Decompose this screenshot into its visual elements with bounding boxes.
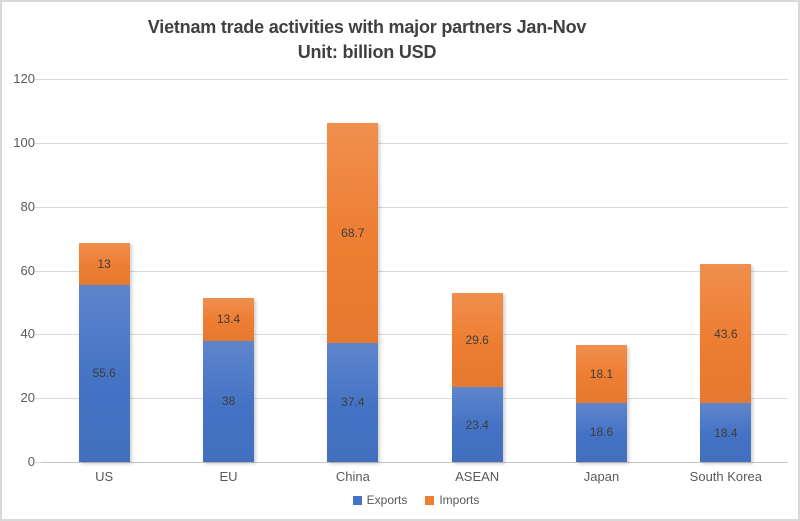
y-tick-mark-20 xyxy=(35,398,42,400)
plot-area: 55.6 13 38 13.4 37.4 68.7 23.4 29.6 18.6 18.1 18.4… xyxy=(42,79,788,463)
y-tick-mark-40 xyxy=(35,334,42,336)
y-tick-mark-80 xyxy=(35,206,42,208)
bar-segment-imports-china: 68.7 xyxy=(327,123,379,343)
legend-item-imports: Imports xyxy=(425,493,479,507)
bar-segment-exports-china: 37.4 xyxy=(327,342,379,462)
legend-label-exports: Exports xyxy=(366,493,408,507)
bar-south-korea: 18.4 43.6 xyxy=(700,264,752,462)
gridline-40 xyxy=(42,334,788,336)
y-tick-label-60: 60 xyxy=(20,262,35,278)
bar-value-label-imports-asean: 29.6 xyxy=(465,333,489,348)
y-tick-label-120: 120 xyxy=(13,71,35,86)
legend-swatch-imports xyxy=(425,495,435,505)
bar-segment-exports-japan: 18.6 xyxy=(576,402,627,462)
legend: Exports Imports xyxy=(16,493,798,507)
x-axis-label-asean: ASEAN xyxy=(455,469,500,484)
y-tick-label-20: 20 xyxy=(20,390,35,406)
gridline-20 xyxy=(42,398,788,400)
bar-value-label-exports-asean: 23.4 xyxy=(465,417,489,432)
bar-segment-imports-asean: 29.6 xyxy=(451,292,503,388)
bar-value-label-imports-china: 68.7 xyxy=(341,226,365,240)
y-tick-label-40: 40 xyxy=(20,326,35,342)
bar-value-label-exports-us: 55.6 xyxy=(92,366,116,381)
y-tick-label-80: 80 xyxy=(20,198,35,214)
bar-value-label-imports-south-korea: 43.6 xyxy=(714,326,738,341)
bar-value-label-imports-eu: 13.4 xyxy=(216,312,241,327)
gridline-120 xyxy=(42,79,788,80)
chart-title: Vietnam trade activities with major part… xyxy=(2,15,732,65)
bar-value-label-imports-japan: 18.1 xyxy=(589,366,614,381)
bar-segment-exports-eu: 38 xyxy=(203,340,254,462)
gridline-80 xyxy=(42,206,788,208)
gridline-60 xyxy=(42,270,788,272)
bar-segment-exports-south-korea: 18.4 xyxy=(700,403,752,462)
chart-title-line2: Unit: billion USD xyxy=(297,42,437,62)
chart-title-line1: Vietnam trade activities with major part… xyxy=(147,17,587,37)
x-axis-label-south-korea: South Korea xyxy=(689,469,762,484)
bar-segment-exports-asean: 23.4 xyxy=(451,387,503,462)
bar-china: 37.4 68.7 xyxy=(327,123,379,462)
y-tick-mark-120 xyxy=(35,79,42,80)
bar-segment-imports-japan: 18.1 xyxy=(576,344,627,403)
bar-segment-exports-us: 55.6 xyxy=(78,284,130,462)
x-axis-line xyxy=(42,462,788,463)
bar-japan: 18.6 18.1 xyxy=(576,344,627,462)
bar-segment-imports-eu: 13.4 xyxy=(203,297,254,341)
y-tick-mark-60 xyxy=(35,270,42,272)
bar-segment-imports-us: 13 xyxy=(78,243,130,285)
legend-swatch-exports xyxy=(352,495,362,505)
y-tick-mark-100 xyxy=(35,142,42,144)
gridline-100 xyxy=(42,142,788,144)
y-tick-label-100: 100 xyxy=(13,134,35,150)
bar-asean: 23.4 29.6 xyxy=(451,292,503,462)
x-axis-label-china: China xyxy=(335,469,370,484)
bar-eu: 38 13.4 xyxy=(203,297,254,462)
x-axis-label-eu: EU xyxy=(219,469,238,484)
y-tick-label-0: 0 xyxy=(27,454,35,469)
bar-segment-imports-south-korea: 43.6 xyxy=(700,264,752,404)
bar-us: 55.6 13 xyxy=(78,243,130,462)
bar-value-label-exports-eu: 38 xyxy=(221,394,236,409)
bar-value-label-imports-us: 13 xyxy=(97,256,111,271)
x-axis-label-japan: Japan xyxy=(583,469,620,484)
legend-item-exports: Exports xyxy=(352,493,408,507)
legend-label-imports: Imports xyxy=(439,493,480,507)
bar-value-label-exports-china: 37.4 xyxy=(341,395,365,410)
y-tick-mark-0 xyxy=(35,462,42,463)
bar-value-label-exports-japan: 18.6 xyxy=(589,425,614,440)
bar-value-label-exports-south-korea: 18.4 xyxy=(714,425,738,440)
x-axis-label-us: US xyxy=(95,469,114,484)
